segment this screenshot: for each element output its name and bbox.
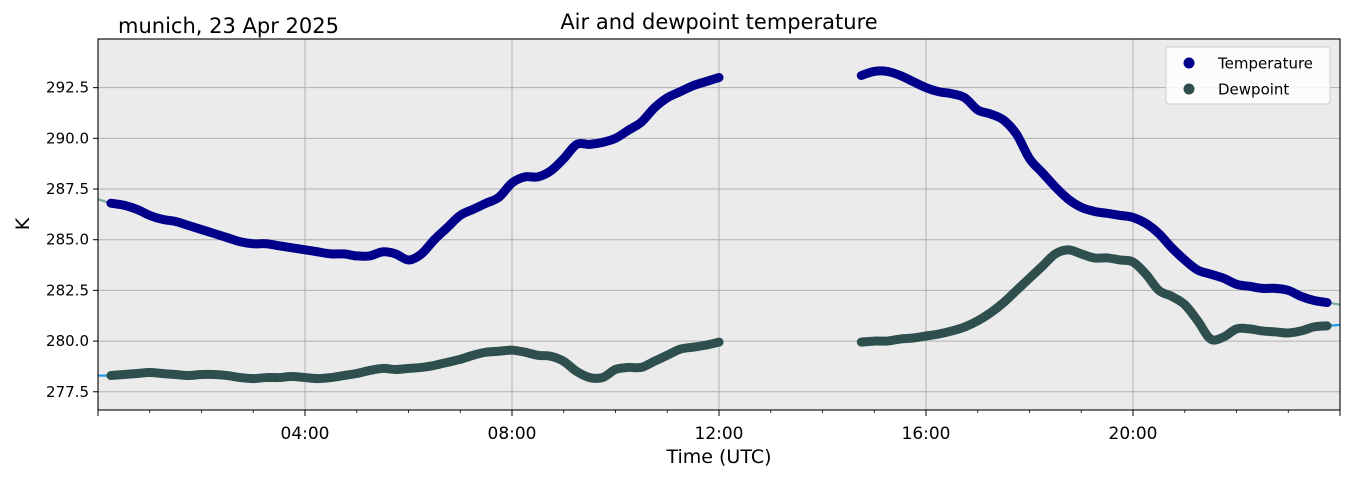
y-tick-label: 287.5 bbox=[46, 180, 89, 198]
legend-label-temperature: Temperature bbox=[1217, 55, 1313, 73]
dewpoint-smoothed-line bbox=[856, 245, 1332, 347]
x-tick-label: 20:00 bbox=[1109, 424, 1158, 444]
x-axis: 04:00 08:00 12:00 16:00 20:00 bbox=[97, 410, 1341, 444]
x-tick-label: 16:00 bbox=[902, 424, 951, 444]
y-tick-label: 285.0 bbox=[46, 231, 89, 249]
legend: Temperature Dewpoint bbox=[1165, 46, 1331, 105]
y-tick-label: 280.0 bbox=[46, 332, 89, 350]
x-tick-label: 04:00 bbox=[281, 424, 330, 444]
y-tick-label: 282.5 bbox=[46, 281, 89, 299]
y-axis-label: K bbox=[12, 217, 34, 230]
grid bbox=[98, 39, 1340, 410]
x-axis-label: Time (UTC) bbox=[665, 446, 771, 468]
legend-label-dewpoint: Dewpoint bbox=[1218, 81, 1289, 99]
legend-marker-dewpoint bbox=[1183, 83, 1195, 95]
y-tick-label: 277.5 bbox=[46, 383, 89, 401]
dewpoint-smoothed-line bbox=[106, 337, 724, 384]
legend-box bbox=[1165, 46, 1331, 105]
chart-subtitle: munich, 23 Apr 2025 bbox=[118, 14, 339, 38]
temperature-smoothed-line bbox=[106, 73, 724, 265]
chart-title: Air and dewpoint temperature bbox=[560, 10, 877, 34]
y-tick-label: 292.5 bbox=[46, 79, 89, 97]
x-tick-label: 12:00 bbox=[695, 424, 744, 444]
series-layer bbox=[97, 66, 1341, 384]
x-tick-label: 08:00 bbox=[488, 424, 537, 444]
y-axis: 277.5 280.0 282.5 285.0 287.5 290.0 292.5 bbox=[46, 79, 98, 401]
legend-marker-temperature bbox=[1183, 57, 1195, 69]
temperature-smoothed-line bbox=[856, 66, 1332, 308]
y-tick-label: 290.0 bbox=[46, 129, 89, 147]
